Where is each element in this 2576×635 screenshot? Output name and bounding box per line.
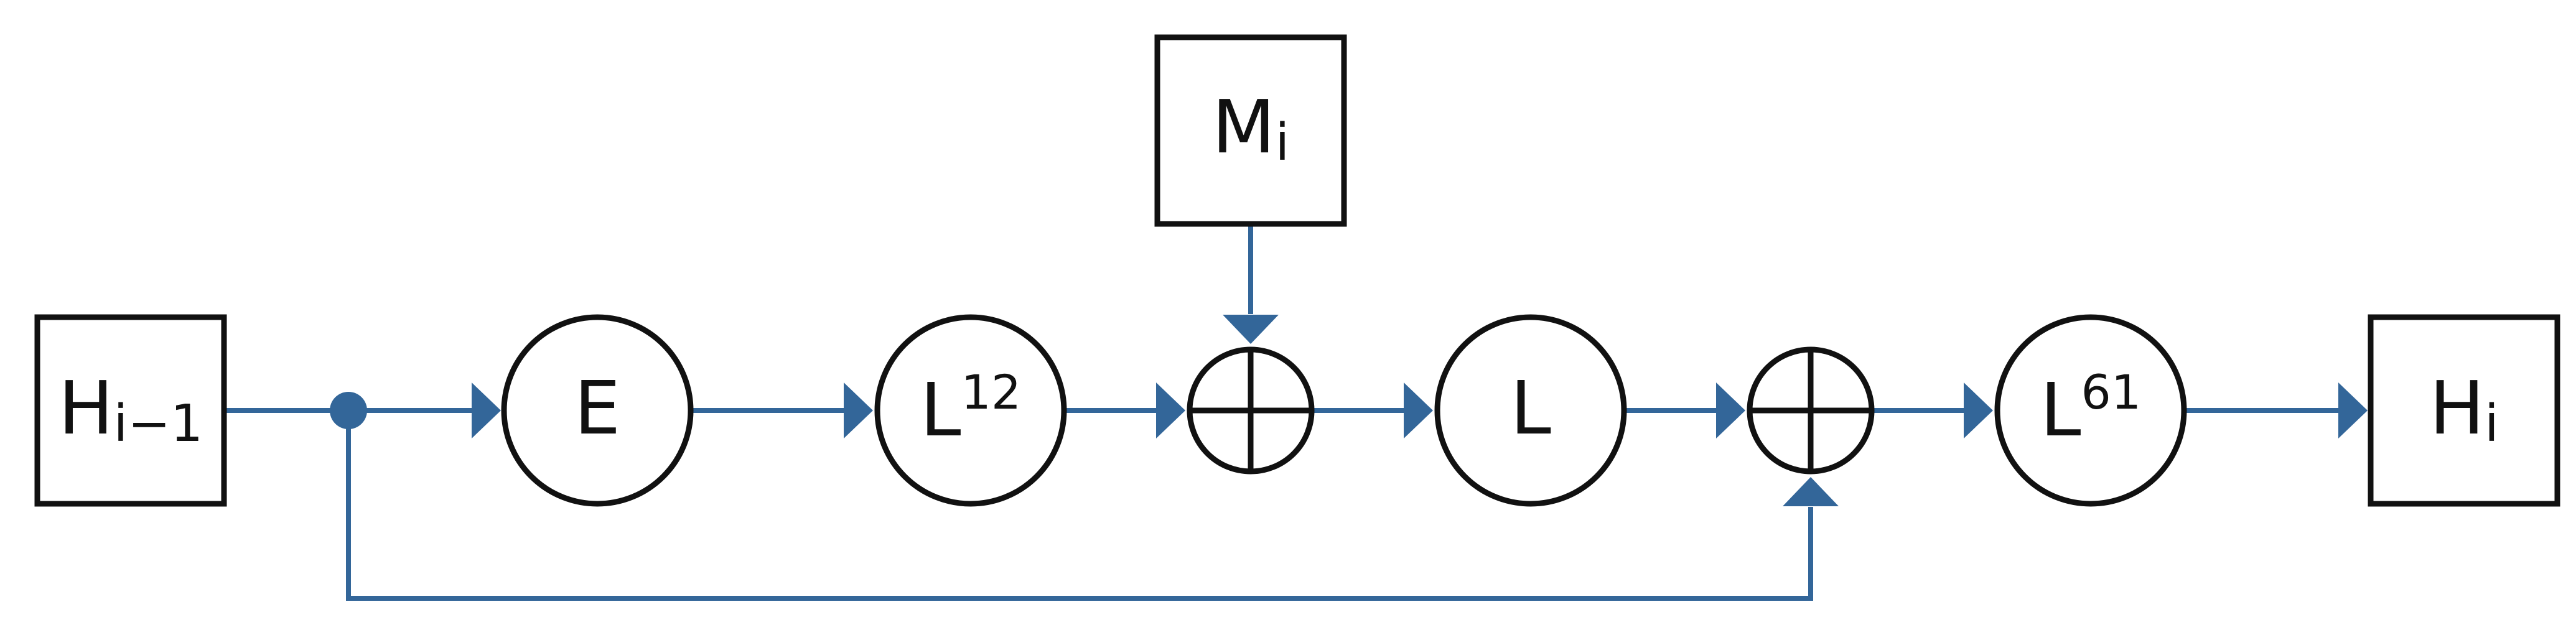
node-h-out-box <box>2368 314 2560 507</box>
node-l61-label: L61 <box>2040 364 2141 453</box>
arrowhead-to-sum1 <box>1156 382 1185 438</box>
arrowhead-m-to-sum1 <box>1223 315 1279 344</box>
node-l12-circle <box>874 314 1067 507</box>
node-h-out: Hi <box>2368 314 2560 507</box>
node-h-prev-sub: i−1 <box>114 394 203 453</box>
node-l: L <box>1434 314 1627 507</box>
arrowhead-to-l <box>1404 382 1433 438</box>
node-e-circle <box>501 314 694 507</box>
node-l61: L61 <box>1994 314 2187 507</box>
node-m-label: Mi <box>1212 84 1290 172</box>
junction-dot <box>330 392 367 429</box>
node-l12-sup: 12 <box>961 364 1022 420</box>
node-h-prev: Hi−1 <box>34 314 227 507</box>
edge-skip-connection <box>346 410 1813 601</box>
sum-node-1 <box>1187 346 1315 475</box>
arrowhead-to-l12 <box>844 382 873 438</box>
node-m-sub: i <box>1276 113 1290 172</box>
node-l12: L12 <box>874 314 1067 507</box>
edges <box>224 224 2343 601</box>
node-h-out-label: Hi <box>2429 365 2499 453</box>
node-m: Mi <box>1154 34 1347 227</box>
sum-node-2 <box>1747 346 1875 475</box>
node-l-main: L <box>1510 365 1551 451</box>
node-h-out-sub: i <box>2485 394 2499 453</box>
arrowhead-to-l61 <box>1964 382 1993 438</box>
node-l-circle <box>1434 314 1627 507</box>
node-l61-sup: 61 <box>2081 364 2142 420</box>
node-l61-main: L <box>2040 367 2081 453</box>
node-e-label: E <box>574 365 621 451</box>
arrowhead-to-sum2 <box>1716 382 1745 438</box>
node-h-prev-label: Hi−1 <box>58 365 203 453</box>
node-l-label: L <box>1510 365 1551 451</box>
node-m-main: M <box>1212 84 1276 170</box>
node-h-out-main: H <box>2429 365 2485 451</box>
node-h-prev-main: H <box>58 365 114 451</box>
node-h-prev-box <box>34 314 227 507</box>
node-l12-main: L <box>920 367 961 453</box>
node-l12-label: L12 <box>920 364 1021 453</box>
node-e-main: E <box>574 365 621 451</box>
node-l61-circle <box>1994 314 2187 507</box>
arrowheads <box>472 315 2368 506</box>
arrowhead-to-e <box>472 382 501 438</box>
arrowhead-skip-to-sum2 <box>1783 477 1839 506</box>
arrowhead-to-hout <box>2338 382 2368 438</box>
node-m-box <box>1154 34 1347 227</box>
node-e: E <box>501 314 694 507</box>
